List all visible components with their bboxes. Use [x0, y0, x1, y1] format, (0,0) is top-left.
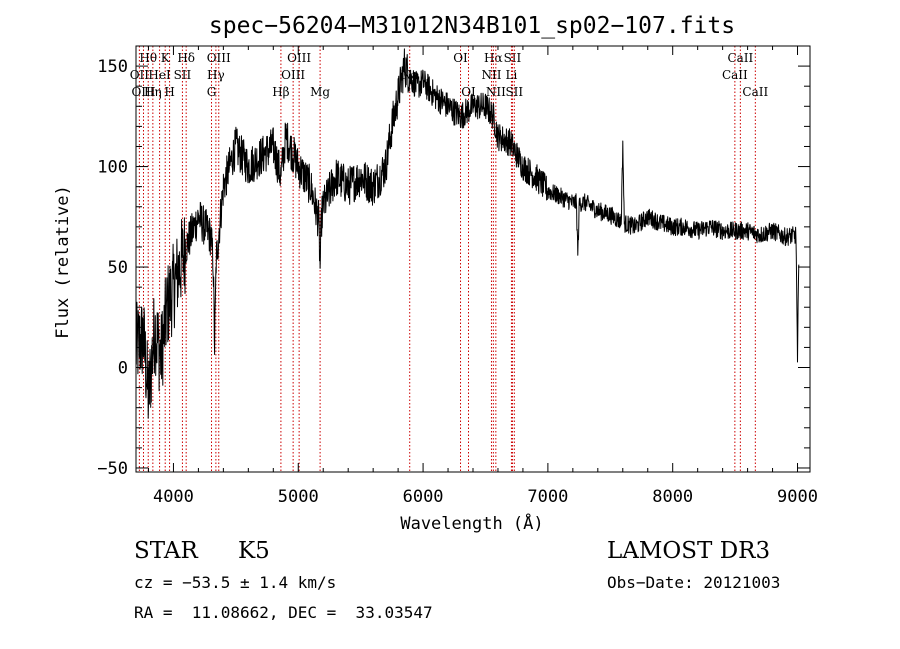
axis-ticks: 4000 5000 6000 7000 8000 9000 −50 0 50 100 150: [97, 46, 818, 507]
line-marker-label: Hα: [484, 51, 503, 65]
line-marker-label: OII: [130, 68, 150, 82]
line-marker-label: Mg: [310, 85, 330, 99]
x-tick-label: 7000: [527, 487, 568, 507]
survey-label: LAMOST DR3: [607, 538, 771, 564]
line-marker-label: SII: [504, 51, 522, 65]
line-marker-label: NII: [486, 85, 506, 99]
line-marker-label: Hβ: [272, 85, 289, 99]
y-tick-label: 150: [97, 57, 128, 77]
x-tick-label: 4000: [153, 487, 194, 507]
spectrum-line: [135, 48, 800, 419]
cz-value: cz = −53.5 ± 1.4 km/s: [134, 573, 337, 592]
line-marker-label: K: [161, 51, 171, 65]
line-marker-label: OIII: [207, 51, 231, 65]
y-axis-label: Flux (relative): [53, 185, 73, 339]
line-marker-label: SII: [174, 68, 192, 82]
y-tick-label: −50: [97, 459, 128, 479]
line-marker-label: G: [207, 85, 217, 99]
x-tick-label: 8000: [652, 487, 693, 507]
line-marker-label: Hη: [144, 85, 162, 99]
y-tick-label: 50: [108, 258, 128, 278]
class-label: STAR: [134, 538, 198, 564]
line-marker-label: Li: [506, 68, 518, 82]
line-marker-label: HeI: [148, 68, 171, 82]
ra-dec: RA = 11.08662, DEC = 33.03547: [134, 603, 433, 622]
line-marker-label: SII: [505, 85, 523, 99]
x-tick-label: 5000: [278, 487, 319, 507]
x-tick-label: 6000: [403, 487, 444, 507]
line-marker-label: Hγ: [207, 68, 225, 82]
x-tick-label: 9000: [777, 487, 818, 507]
y-tick-label: 0: [118, 359, 128, 379]
line-marker-label: Hθ: [139, 51, 157, 65]
line-marker-label: H: [164, 85, 174, 99]
line-marker-label: CaII: [722, 68, 748, 82]
y-tick-label: 100: [97, 158, 128, 178]
line-marker-label: OIII: [287, 51, 311, 65]
line-marker-label: NII: [481, 68, 501, 82]
line-marker-label: OIII: [131, 85, 155, 99]
line-marker-label: CaII: [742, 85, 768, 99]
x-axis-label: Wavelength (Å): [400, 512, 543, 534]
obs-date: Obs−Date: 20121003: [607, 573, 781, 592]
subclass-label: K5: [238, 538, 270, 564]
line-marker-label: OIII: [281, 68, 305, 82]
chart-title: spec−56204−M31012N34B101_sp02−107.fits: [209, 13, 735, 39]
line-marker-label: CaII: [727, 51, 753, 65]
line-marker-label: Hδ: [177, 51, 195, 65]
line-marker-label: OI: [453, 51, 468, 65]
